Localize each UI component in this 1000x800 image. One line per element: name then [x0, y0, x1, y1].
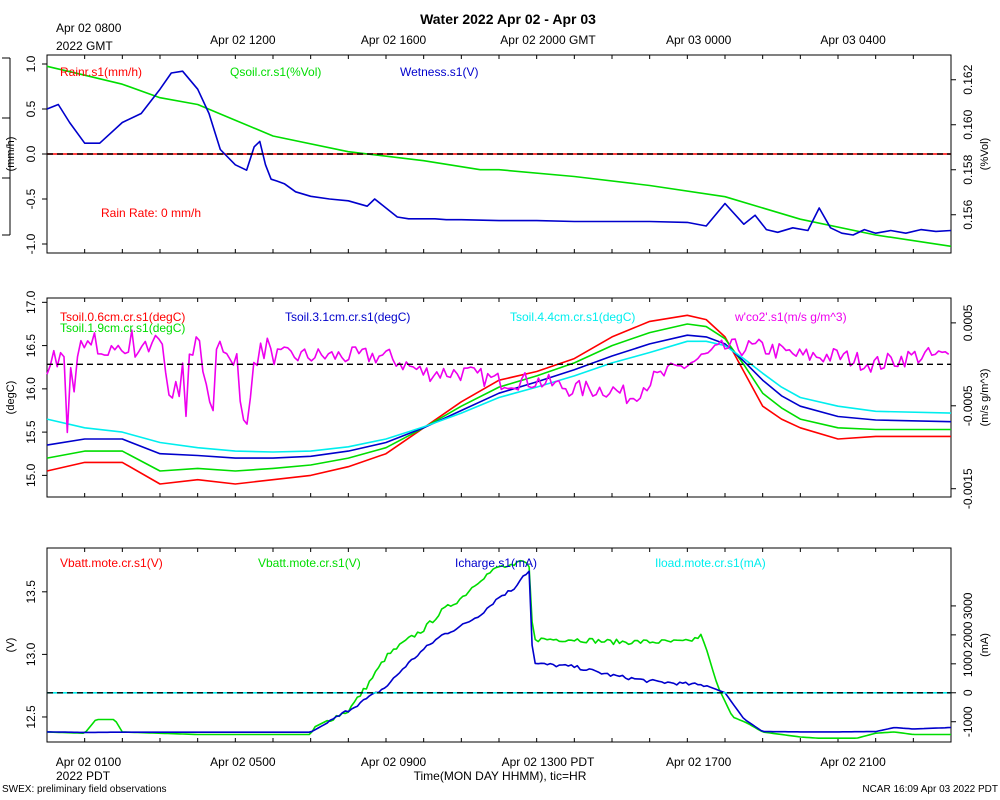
y-tick-label-left: 13.5: [24, 580, 38, 604]
y-axis-label-left: (degC): [5, 381, 17, 415]
y-axis-label-right: (%Vol): [979, 138, 991, 170]
y-axis-label-right: (m/s g/m^3): [979, 369, 991, 427]
y-tick-label-right: 0.156: [961, 199, 975, 229]
y-axis-label-left: (mm/h): [5, 137, 17, 172]
bottom-time-label: Apr 02 2100: [820, 755, 886, 769]
y-tick-label-right: 2000: [961, 621, 975, 648]
bottom-year-label: 2022 PDT: [56, 769, 111, 783]
y-axis-label-left: (V): [5, 638, 17, 653]
y-tick-label-left: 0.5: [24, 100, 38, 117]
legend-entry: Tsoil.3.1cm.cr.s1(degC): [285, 310, 410, 324]
series-line-green: [46, 323, 951, 472]
y-tick-label-left: 13.0: [24, 642, 38, 666]
y-tick-label-right: 0.158: [961, 154, 975, 184]
series-line-blue: [46, 70, 952, 236]
legend-entry: Wetness.s1(V): [400, 65, 478, 79]
y-tick-label-right: 3000: [961, 592, 975, 619]
legend-entry: Rainr.s1(mm/h): [60, 65, 142, 79]
y-tick-label-right: 0.0005: [961, 304, 975, 341]
legend-entry: Icharge.s1(mA): [455, 556, 537, 570]
footer-right: NCAR 16:09 Apr 03 2022 PDT: [862, 784, 998, 795]
top-time-label: Apr 02 1600: [361, 33, 427, 47]
top-time-label: Apr 03 0000: [666, 33, 732, 47]
y-tick-label-left: -1.0: [24, 233, 38, 254]
y-tick-label-right: 1000: [961, 650, 975, 677]
series-line-red: [46, 314, 951, 485]
chart-panel-1: 1.0 0.5 0.0 -0.5 -1.0 (mm/h) 0.162 0.160 0.158 0.…: [5, 54, 991, 254]
chart-panel-3: 13.5 13.0 12.5 (V) 3000 2000 1000 0 -1000 (mA) Vba…: [5, 547, 991, 743]
legend-entry: w'co2'.s1(m/s g/m^3): [734, 310, 847, 324]
x-axis-label: Time(MON DAY HHMM), tic=HR: [414, 769, 587, 783]
chart-title: Water 2022 Apr 02 - Apr 03: [420, 11, 596, 27]
legend-entry: Tsoil.0.6cm.cr.s1(degC): [60, 310, 185, 324]
y-tick-label-right: -0.0015: [961, 468, 975, 509]
series-line-green: [46, 559, 951, 740]
series-line-blue: [46, 334, 952, 459]
series-line-magenta: [46, 329, 950, 434]
y-tick-label-left: 1.0: [24, 55, 38, 72]
y-tick-label-right: 0.162: [961, 64, 975, 94]
y-tick-label-left: 17.0: [24, 290, 38, 314]
footer-left: SWEX: preliminary field observations: [2, 784, 167, 795]
bottom-time-label: Apr 02 0100: [56, 755, 122, 769]
series-line-green: [46, 65, 952, 248]
series-line-cyan: [46, 340, 952, 453]
y-tick-label-left: 0.0: [24, 145, 38, 162]
top-time-label: Apr 02 0800: [56, 21, 122, 35]
y-tick-label-right: -1000: [961, 706, 975, 737]
bottom-time-label: Apr 02 1300 PDT: [502, 755, 595, 769]
rain-rate-annotation: Rain Rate: 0 mm/h: [101, 206, 201, 220]
legend-entry: Tsoil.4.4cm.cr.s1(degC): [510, 310, 635, 324]
top-time-label: Apr 02 1200: [210, 33, 276, 47]
top-year-label: 2022 GMT: [56, 39, 113, 53]
y-tick-label-right: 0: [961, 689, 975, 696]
legend-entry: Iload.mote.cr.s1(mA): [655, 556, 766, 570]
bottom-time-label: Apr 02 1700: [666, 755, 732, 769]
y-tick-label-left: 15.0: [24, 463, 38, 487]
top-time-label: Apr 03 0400: [820, 33, 886, 47]
bottom-time-label: Apr 02 0900: [361, 755, 427, 769]
series-line-blue: [47, 570, 952, 734]
legend-entry: Vbatt.mote.cr.s1(V): [258, 556, 361, 570]
chart-marks: Apr 02 0800 Apr 02 1200 Apr 02 1600 Apr 02 …: [2, 21, 991, 769]
y-tick-label-left: 12.5: [24, 705, 38, 729]
bottom-time-label: Apr 02 0500: [210, 755, 276, 769]
top-time-label: Apr 02 2000 GMT: [500, 33, 596, 47]
panel-frame: [46, 547, 952, 743]
y-tick-label-left: 16.5: [24, 334, 38, 358]
chart-panel-2: 17.0 16.5 16.0 15.5 15.0 (degC) 0.0005 -0.0005 -…: [5, 290, 991, 509]
legend-entry: Vbatt.mote.cr.s1(V): [60, 556, 163, 570]
y-tick-label-left: 16.0: [24, 377, 38, 401]
y-tick-label-left: -0.5: [24, 188, 38, 209]
y-tick-label-right: 0.160: [961, 109, 975, 139]
legend-entry: Qsoil.cr.s1(%Vol): [230, 65, 321, 79]
y-tick-label-left: 15.5: [24, 420, 38, 444]
legend-entry: Tsoil.1.9cm.cr.s1(degC): [60, 321, 185, 335]
y-tick-label-right: -0.0005: [961, 385, 975, 426]
y-axis-label-right: (mA): [979, 633, 991, 657]
